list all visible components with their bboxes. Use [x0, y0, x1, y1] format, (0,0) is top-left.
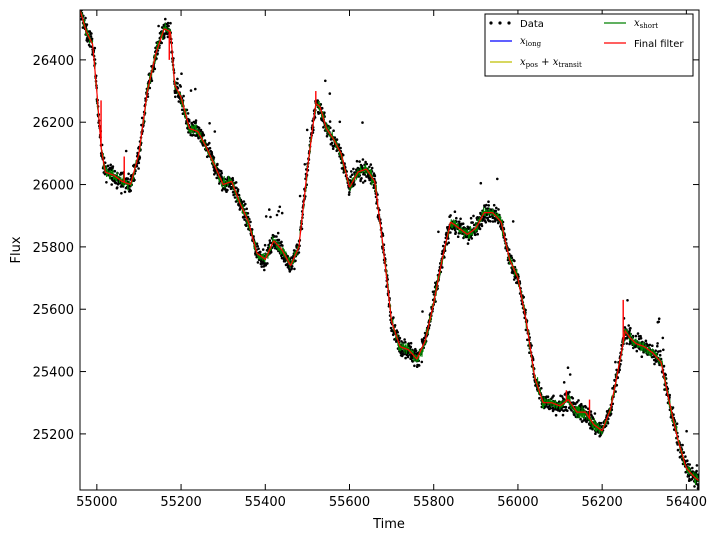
- y-tick-26400: 26400: [33, 54, 699, 69]
- legend: Data xlong xpos + xtransit xshort Final …: [484, 13, 694, 77]
- x-tick-55400: 55400: [245, 10, 286, 510]
- x-tick-label: 56200: [581, 495, 622, 510]
- y-tick-26200: 26200: [33, 116, 699, 131]
- x-tick-55200: 55200: [160, 10, 202, 510]
- plot-area: [80, 10, 699, 490]
- y-axis-label: Flux: [9, 236, 24, 263]
- legend-label-final-filter: Final filter: [634, 39, 684, 50]
- x-tick-label: 56400: [666, 495, 707, 510]
- y-tick-25800: 25800: [33, 241, 699, 256]
- x-tick-label: 55800: [413, 495, 454, 510]
- x-tick-label: 55200: [160, 495, 201, 510]
- y-tick-label: 25600: [33, 303, 74, 318]
- legend-label-data: Data: [520, 19, 544, 30]
- x-axis-ticks: 55000 55200 55400 55600 55800 56000 56200 56400: [76, 10, 707, 510]
- y-tick-label: 26400: [33, 54, 74, 69]
- x-tick-label: 55000: [76, 495, 117, 510]
- y-tick-label: 26200: [33, 116, 74, 131]
- x-tick-label: 55400: [245, 495, 286, 510]
- x-tick-label: 55600: [329, 495, 370, 510]
- legend-box: [484, 13, 694, 77]
- x-tick-label: 56000: [497, 495, 538, 510]
- x-tick-55000: 55000: [76, 10, 118, 510]
- y-tick-25400: 25400: [33, 366, 699, 381]
- legend-entry-x-short: xshort: [604, 18, 658, 30]
- legend-label-x-long: xlong: [520, 36, 542, 48]
- axes-frame: [79, 9, 700, 491]
- y-axis-ticks: 25200 25400 25600 25800 26000 26200 26400: [33, 54, 699, 443]
- legend-entry-data: Data: [489, 19, 544, 30]
- y-tick-label: 25800: [33, 241, 74, 256]
- legend-entry-x-pos-transit: xpos + xtransit: [490, 57, 582, 69]
- y-tick-25600: 25600: [33, 303, 699, 318]
- series-lines: [80, 10, 699, 482]
- y-tick-26000: 26000: [33, 179, 699, 194]
- y-tick-label: 25400: [33, 366, 74, 381]
- y-tick-25200: 25200: [33, 428, 699, 443]
- legend-label-x-pos-transit: xpos + xtransit: [520, 57, 582, 69]
- x-tick-55600: 55600: [329, 10, 370, 510]
- x-tick-55800: 55800: [413, 10, 454, 510]
- legend-entry-final-filter: Final filter: [604, 39, 684, 50]
- y-tick-label: 26000: [33, 179, 74, 194]
- series-final-filter: [80, 10, 699, 482]
- legend-label-x-short: xshort: [634, 18, 658, 30]
- legend-entry-x-long: xlong: [490, 36, 542, 48]
- x-axis-label: Time: [372, 517, 405, 532]
- y-tick-label: 25200: [33, 428, 74, 443]
